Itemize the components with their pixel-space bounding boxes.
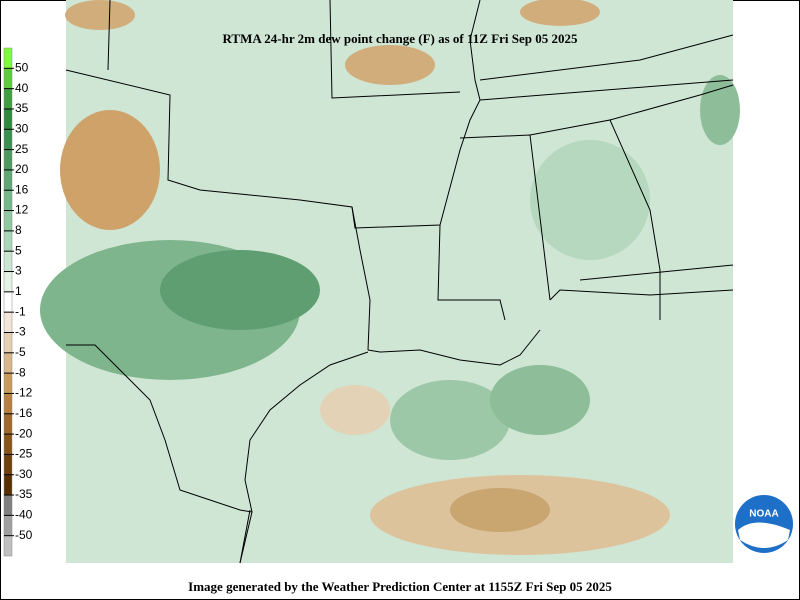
legend-label: 30 — [15, 121, 29, 135]
legend-swatch — [3, 352, 13, 374]
legend-label: 50 — [15, 60, 29, 74]
dry-area — [320, 385, 390, 435]
legend-label: -20 — [15, 426, 33, 440]
legend-swatch — [3, 149, 13, 171]
legend-swatch — [3, 88, 13, 110]
map-title: RTMA 24-hr 2m dew point change (F) as of… — [223, 31, 578, 46]
logo-wave — [738, 522, 790, 548]
legend-label: 8 — [15, 223, 22, 237]
legend-swatch — [3, 474, 13, 496]
legend-swatch — [3, 413, 13, 435]
legend-label: 20 — [15, 162, 29, 176]
legend-label: -50 — [15, 528, 33, 542]
legend-swatch — [3, 129, 13, 150]
dry-area — [65, 0, 135, 30]
legend-swatch — [3, 68, 13, 89]
legend-label: -30 — [15, 467, 33, 481]
dry-area — [60, 110, 160, 230]
legend-swatch — [3, 291, 13, 313]
legend-label: 35 — [15, 101, 29, 115]
dry-area — [450, 488, 550, 532]
legend-label: 40 — [15, 81, 29, 95]
legend-swatch — [3, 515, 13, 536]
legend-label: -12 — [15, 386, 33, 400]
legend-swatch — [3, 311, 13, 333]
moist-area — [160, 250, 320, 330]
border-line — [239, 509, 251, 564]
boundaries — [65, 0, 734, 564]
legend-swatch — [3, 433, 13, 455]
moist-area — [490, 365, 590, 435]
moist-area — [700, 75, 740, 145]
legend-label: 5 — [15, 243, 22, 257]
legend-label: -5 — [15, 345, 26, 359]
legend-label: -1 — [15, 304, 26, 318]
legend-label: -3 — [15, 325, 26, 339]
legend-swatch — [3, 271, 13, 293]
legend-swatch — [3, 169, 13, 191]
legend-label: -25 — [15, 447, 33, 461]
legend-label: 3 — [15, 264, 22, 278]
map — [40, 0, 740, 564]
legend: 50 40 35 30 25 20 16 12 8 5 3 1 -1 -3 -5 -8 -12 -16 -20 -25… — [3, 47, 33, 557]
legend-label: 12 — [15, 203, 29, 217]
legend-swatch — [3, 189, 13, 211]
legend-swatch — [3, 494, 13, 516]
legend-label: -35 — [15, 487, 33, 501]
legend-label: -8 — [15, 365, 26, 379]
legend-swatch — [3, 250, 13, 272]
moist-area — [530, 140, 650, 260]
noaa-logo: NOAA — [733, 493, 795, 555]
legend-swatch — [3, 454, 13, 475]
dry-area — [345, 45, 435, 85]
moist-area — [390, 380, 510, 460]
legend-swatch — [3, 210, 13, 232]
legend-label: 25 — [15, 142, 29, 156]
legend-swatch — [3, 108, 13, 130]
legend-swatch — [3, 230, 13, 252]
footer-text: Image generated by the Weather Predictio… — [188, 579, 612, 594]
legend-label: -16 — [15, 406, 33, 420]
logo-text: NOAA — [749, 509, 778, 520]
legend-label: 1 — [15, 284, 22, 298]
legend-swatch — [3, 372, 13, 394]
legend-swatch — [3, 393, 13, 415]
legend-swatch — [3, 47, 13, 69]
legend-swatch — [3, 332, 13, 354]
legend-label: 16 — [15, 182, 29, 196]
legend-label: -40 — [15, 508, 33, 522]
legend-swatch — [3, 535, 13, 557]
dry-area — [520, 0, 600, 26]
